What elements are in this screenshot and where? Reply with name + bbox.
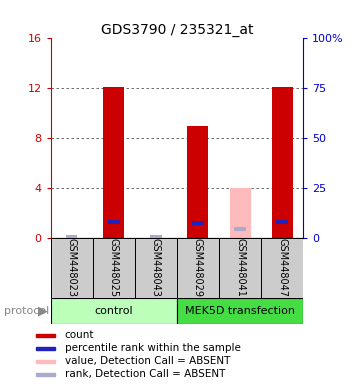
Text: GSM448043: GSM448043	[151, 238, 161, 297]
FancyBboxPatch shape	[51, 238, 93, 298]
Bar	[36, 334, 55, 337]
Text: MEK5D transfection: MEK5D transfection	[185, 306, 295, 316]
Text: GSM448029: GSM448029	[193, 238, 203, 297]
Bar	[230, 188, 251, 238]
Text: value, Detection Call = ABSENT: value, Detection Call = ABSENT	[65, 356, 230, 366]
Title: GDS3790 / 235321_at: GDS3790 / 235321_at	[101, 23, 253, 37]
Text: GSM448047: GSM448047	[277, 238, 287, 297]
Bar	[187, 126, 208, 238]
FancyBboxPatch shape	[51, 298, 177, 324]
FancyBboxPatch shape	[219, 238, 261, 298]
FancyBboxPatch shape	[177, 238, 219, 298]
Text: GSM448023: GSM448023	[66, 238, 77, 297]
Text: protocol: protocol	[4, 306, 49, 316]
Text: control: control	[95, 306, 133, 316]
Bar	[271, 87, 293, 238]
FancyBboxPatch shape	[93, 238, 135, 298]
Bar	[36, 373, 55, 376]
Bar	[150, 235, 162, 240]
Text: percentile rank within the sample: percentile rank within the sample	[65, 343, 240, 353]
Text: ▶: ▶	[38, 305, 48, 318]
Text: GSM448041: GSM448041	[235, 238, 245, 297]
Bar	[276, 220, 288, 224]
Bar	[103, 87, 124, 238]
FancyBboxPatch shape	[177, 298, 303, 324]
Bar	[36, 347, 55, 350]
Bar	[192, 221, 204, 225]
Bar	[66, 235, 78, 239]
Bar	[108, 220, 119, 223]
Text: rank, Detection Call = ABSENT: rank, Detection Call = ABSENT	[65, 369, 225, 379]
FancyBboxPatch shape	[135, 238, 177, 298]
Bar	[36, 360, 55, 363]
Text: count: count	[65, 331, 94, 341]
Text: GSM448025: GSM448025	[109, 238, 119, 297]
Bar	[234, 227, 246, 231]
FancyBboxPatch shape	[261, 238, 303, 298]
